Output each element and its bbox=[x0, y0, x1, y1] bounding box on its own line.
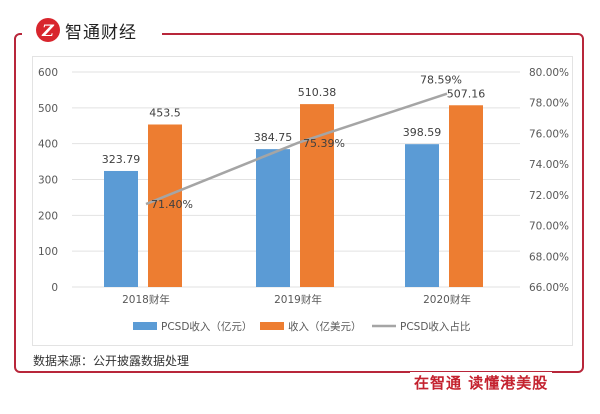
left-axis-tick-label: 100 bbox=[38, 246, 58, 258]
left-axis-tick-label: 0 bbox=[51, 282, 58, 294]
left-axis-tick-label: 200 bbox=[38, 210, 58, 222]
left-axis-tick-label: 500 bbox=[38, 103, 58, 115]
brand-logo-icon: Z bbox=[36, 18, 60, 42]
slogan: 在智通 读懂港美股 bbox=[410, 372, 553, 393]
right-axis-tick-label: 80.00% bbox=[529, 67, 569, 79]
bar bbox=[148, 124, 182, 287]
data-label: 323.79 bbox=[102, 153, 141, 166]
left-axis-tick-label: 300 bbox=[38, 175, 58, 187]
right-axis-tick-label: 74.00% bbox=[529, 159, 569, 171]
data-label: 384.75 bbox=[254, 131, 293, 144]
left-axis-tick-label: 400 bbox=[38, 139, 58, 151]
brand-name: 智通财经 bbox=[65, 22, 137, 43]
right-axis-tick-label: 78.00% bbox=[529, 98, 569, 110]
chart-area bbox=[32, 56, 573, 346]
legend-swatch bbox=[260, 322, 284, 330]
category-label: 2019财年 bbox=[274, 293, 322, 306]
bar bbox=[449, 105, 483, 287]
data-label: 453.5 bbox=[149, 106, 181, 119]
line-data-label: 75.39% bbox=[303, 137, 345, 150]
right-axis-tick-label: 70.00% bbox=[529, 221, 569, 233]
legend-label: PCSD收入（亿元） bbox=[161, 320, 252, 333]
bar bbox=[300, 104, 334, 287]
bar bbox=[405, 144, 439, 287]
right-axis-tick-label: 68.00% bbox=[529, 251, 569, 263]
data-label: 507.16 bbox=[447, 87, 486, 100]
legend-label: 收入（亿美元） bbox=[288, 320, 362, 333]
legend-label: PCSD收入占比 bbox=[400, 320, 470, 333]
right-axis-tick-label: 76.00% bbox=[529, 128, 569, 140]
left-axis-tick-label: 600 bbox=[38, 67, 58, 79]
data-label: 510.38 bbox=[298, 86, 337, 99]
legend-swatch bbox=[133, 322, 157, 330]
category-label: 2018财年 bbox=[122, 293, 170, 306]
right-axis-tick-label: 66.00% bbox=[529, 282, 569, 294]
line-data-label: 71.40% bbox=[151, 198, 193, 211]
chart-frame bbox=[14, 33, 584, 373]
bar bbox=[104, 170, 138, 287]
data-label: 398.59 bbox=[403, 126, 442, 139]
brand-header: Z 智通财经 bbox=[36, 17, 143, 43]
bar bbox=[256, 149, 290, 287]
right-axis-tick-label: 72.00% bbox=[529, 190, 569, 202]
line-data-label: 78.59% bbox=[420, 74, 462, 87]
data-source-note: 数据来源：公开披露数据处理 bbox=[33, 354, 190, 368]
line-series bbox=[145, 92, 448, 206]
category-label: 2020财年 bbox=[423, 293, 471, 306]
